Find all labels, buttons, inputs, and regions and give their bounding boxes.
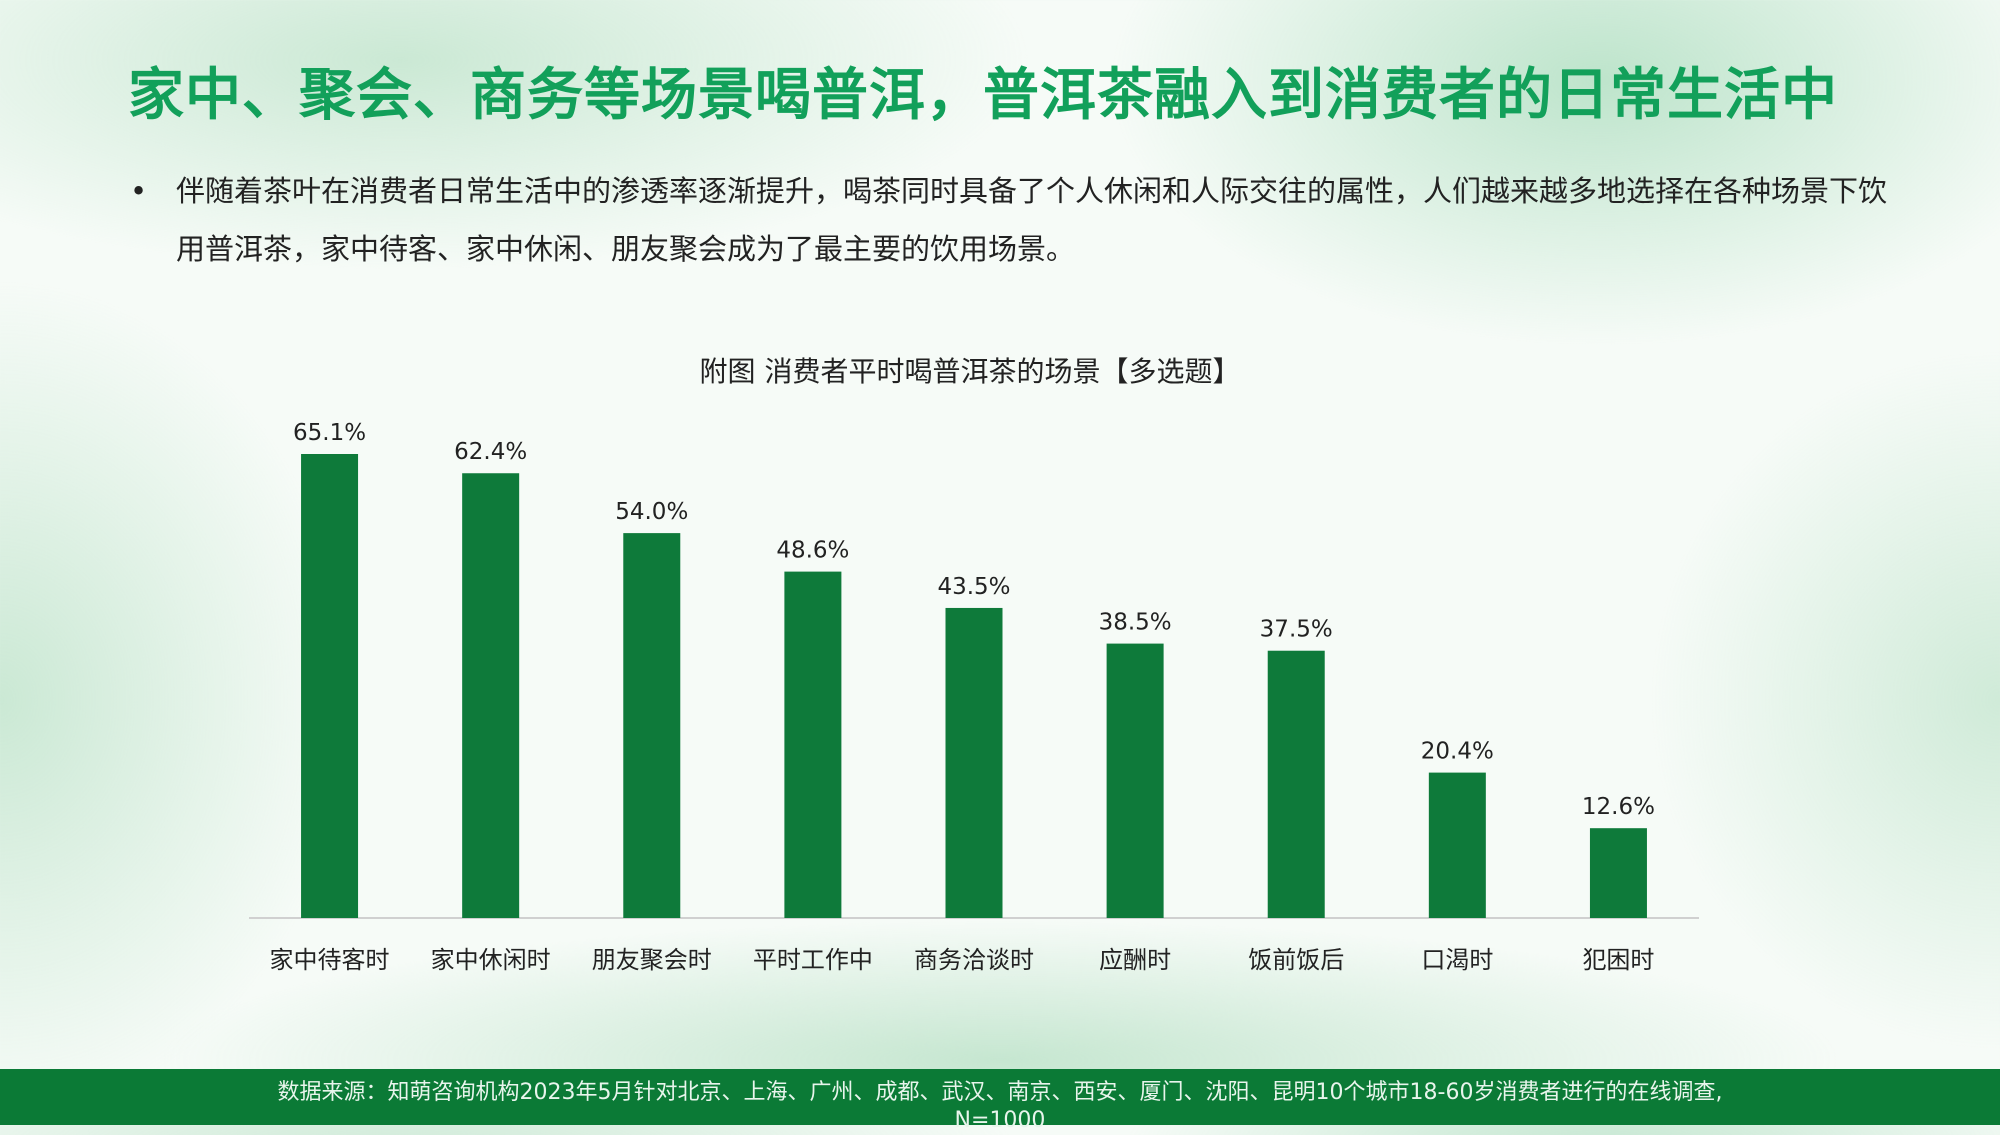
bar-6 <box>1267 650 1325 918</box>
summary-text: 伴随着茶叶在消费者日常生活中的渗透率逐渐提升，喝茶同时具备了个人休闲和人际交往的… <box>176 174 1888 266</box>
bar-1 <box>462 473 520 918</box>
category-label-3: 平时工作中 <box>753 946 873 974</box>
data-label-4: 43.5% <box>937 574 1010 600</box>
category-label-5: 应酬时 <box>1099 946 1171 974</box>
category-label-4: 商务洽谈时 <box>914 946 1034 974</box>
chart-title: 附图 消费者平时喝普洱茶的场景【多选题】 <box>699 355 1241 388</box>
bar-chart: 65.1% 家中待客时 62.4% 家中休闲时 54.0% 朋友聚会时 48.6% 平时工作中… <box>249 420 1699 974</box>
source-footer: 数据来源：知萌咨询机构2023年5月针对北京、上海、广州、成都、武汉、南京、西安… <box>0 1069 2000 1133</box>
summary-bullet: • 伴随着茶叶在消费者日常生活中的渗透率逐渐提升，喝茶同时具备了个人休闲和人际交… <box>130 162 1910 278</box>
category-label-0: 家中待客时 <box>270 946 390 974</box>
data-label-1: 62.4% <box>454 439 527 465</box>
bullet-marker: • <box>130 174 148 208</box>
source-line-2: N=1000 <box>954 1108 1046 1133</box>
data-label-2: 54.0% <box>615 499 688 525</box>
page-title: 家中、聚会、商务等场景喝普洱，普洱茶融入到消费者的日常生活中 <box>128 63 1838 128</box>
source-line-1: 数据来源：知萌咨询机构2023年5月针对北京、上海、广州、成都、武汉、南京、西安… <box>277 1080 1723 1105</box>
bar-2 <box>623 533 681 918</box>
category-label-7: 口渴时 <box>1421 946 1493 974</box>
data-label-0: 65.1% <box>293 420 366 446</box>
category-label-6: 饭前饭后 <box>1248 946 1344 974</box>
bar-0 <box>301 454 359 918</box>
data-label-5: 38.5% <box>1099 610 1172 636</box>
category-label-2: 朋友聚会时 <box>592 946 712 974</box>
bar-5 <box>1106 643 1164 918</box>
data-label-7: 20.4% <box>1421 739 1494 765</box>
bar-8 <box>1589 828 1647 918</box>
bar-3 <box>784 571 842 918</box>
bar-4 <box>945 607 1003 918</box>
category-label-1: 家中休闲时 <box>431 946 551 974</box>
data-label-6: 37.5% <box>1260 617 1333 643</box>
data-label-3: 48.6% <box>776 538 849 564</box>
data-label-8: 12.6% <box>1582 794 1655 820</box>
bar-7 <box>1428 772 1486 918</box>
category-label-8: 犯困时 <box>1582 946 1654 974</box>
